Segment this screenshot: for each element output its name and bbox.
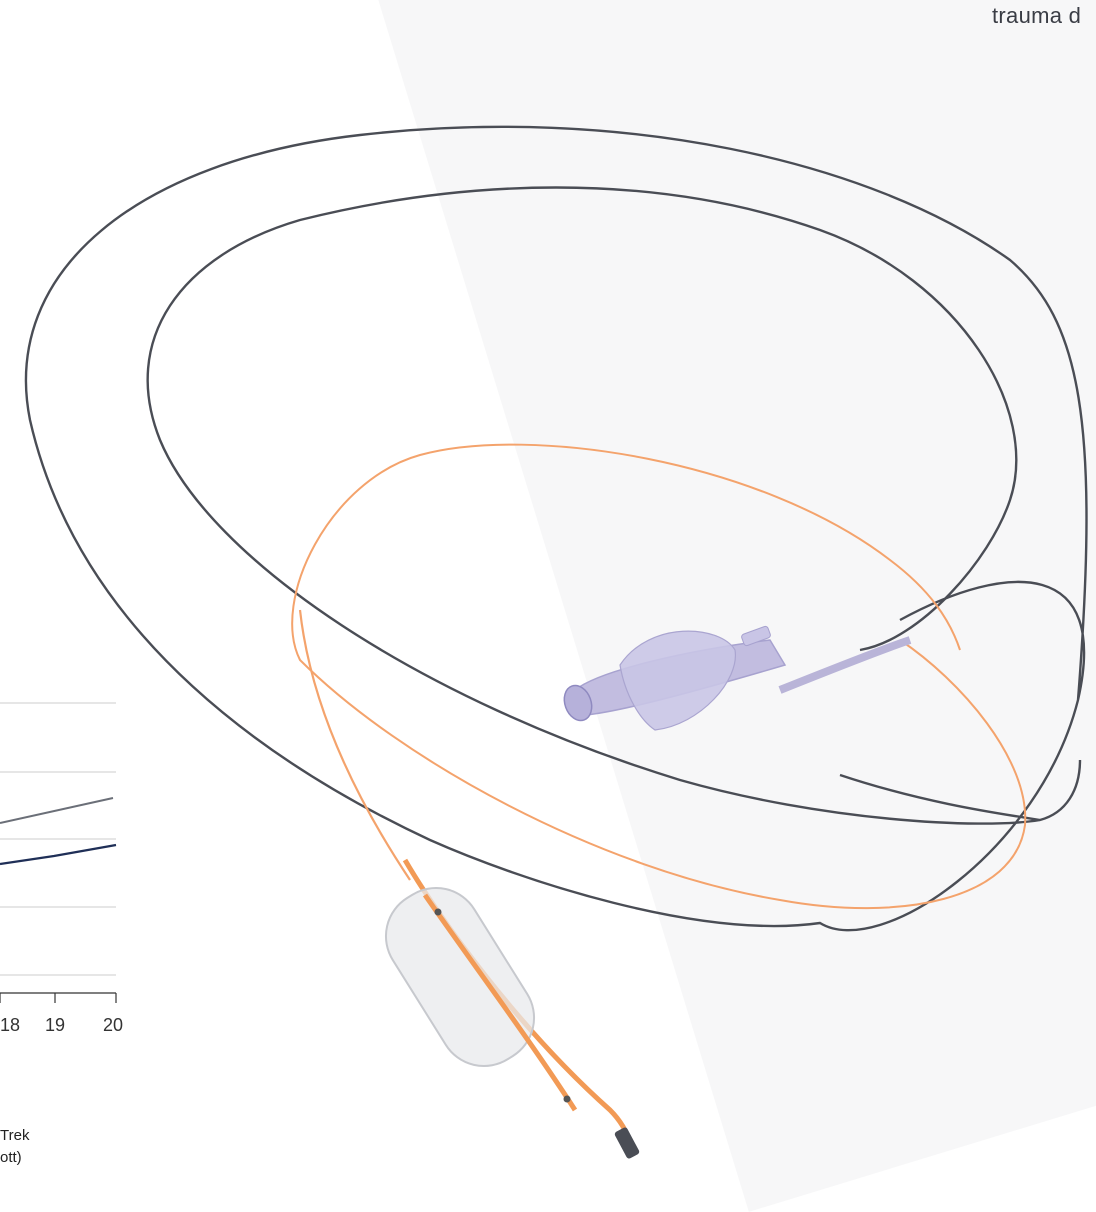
- catheter-tip: [614, 1127, 640, 1159]
- catheter-proximal-shaft: [298, 609, 411, 881]
- header-text: trauma d: [992, 3, 1082, 28]
- hub-clip: [741, 625, 771, 647]
- x-tick-label: 18: [0, 1015, 21, 1035]
- hub-connector: [563, 625, 912, 731]
- marker-band: [434, 908, 442, 916]
- legend-line: ott): [0, 1149, 22, 1166]
- marker-band: [563, 1095, 571, 1103]
- legend-caption: Trek ott): [0, 1125, 29, 1169]
- guidewire-outer-loop: [24, 125, 1088, 932]
- x-tick-label: 20: [103, 1015, 124, 1035]
- luer-end: [563, 684, 593, 722]
- legend-line: Trek: [0, 1127, 30, 1144]
- chart-series-navy: [0, 843, 117, 866]
- catheter-shaft-loop: [291, 443, 1027, 910]
- chart-gridlines: [0, 702, 116, 976]
- balloon-inner-shaft: [422, 893, 578, 1112]
- balloon: [384, 887, 536, 1067]
- guidewire: [24, 125, 1088, 932]
- balloon-catheter: [291, 443, 1027, 1159]
- guidewire-inner-loop-segment: [839, 773, 1041, 822]
- x-tick-label: 19: [45, 1015, 66, 1035]
- product-illustration: [0, 125, 1088, 1159]
- guidewire-inner-loop: [146, 186, 1082, 825]
- strain-relief: [778, 636, 912, 694]
- chart-series-gray: [0, 797, 114, 824]
- hub-wings: [619, 630, 736, 731]
- chart-axis: [0, 992, 117, 1003]
